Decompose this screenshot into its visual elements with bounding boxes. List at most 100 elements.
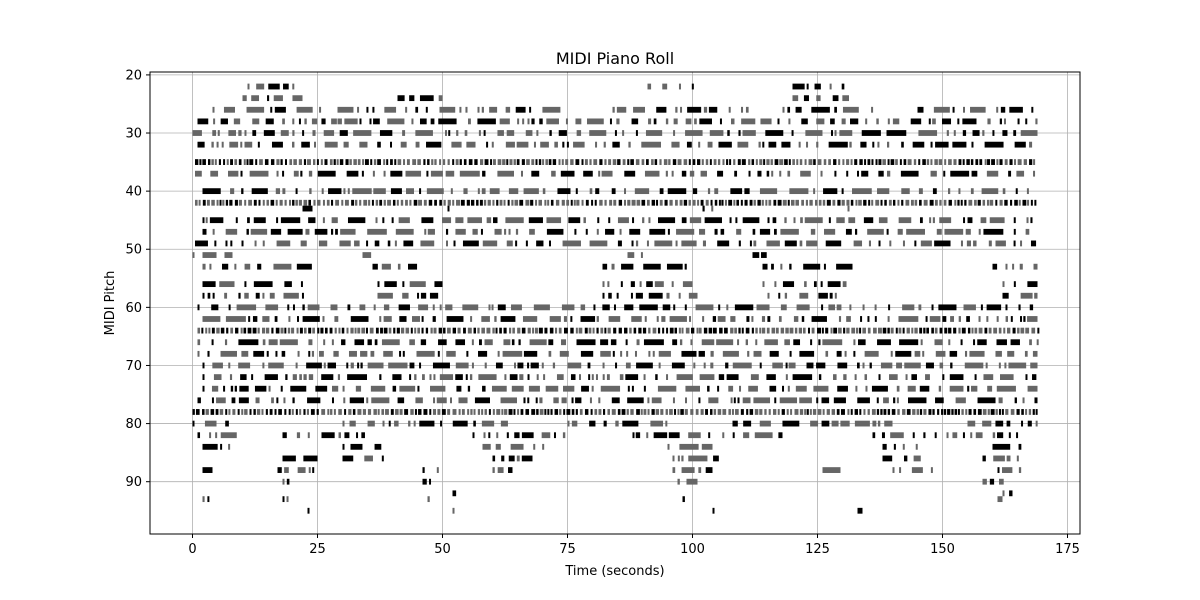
note-bar	[867, 409, 870, 415]
note-bar	[414, 327, 417, 334]
note-bar	[858, 339, 866, 346]
note-bar	[823, 159, 827, 165]
note-bar	[446, 316, 464, 322]
note-bar	[963, 304, 976, 311]
note-bar	[362, 252, 372, 258]
note-bar	[414, 374, 417, 380]
note-bar	[888, 304, 891, 311]
note-bar	[452, 327, 457, 334]
note-bar	[919, 199, 922, 206]
note-bar	[482, 170, 486, 177]
note-bar	[652, 350, 655, 357]
note-bar	[284, 327, 287, 334]
note-bar	[455, 362, 469, 369]
note-bar	[708, 432, 711, 439]
note-bar	[423, 409, 428, 415]
note-bar	[685, 397, 688, 404]
note-bar	[422, 467, 425, 473]
note-bar	[493, 159, 496, 165]
note-bar	[644, 316, 647, 322]
note-bar	[831, 130, 833, 136]
note-bar	[509, 374, 518, 380]
note-bar	[878, 159, 882, 165]
note-bar	[768, 141, 777, 148]
note-bar	[931, 304, 934, 311]
note-bar	[672, 455, 675, 462]
note-bar	[468, 159, 473, 165]
note-bar	[749, 240, 752, 247]
note-bar	[685, 327, 690, 334]
note-bar	[795, 106, 802, 113]
note-bar	[520, 409, 524, 415]
note-bar	[817, 159, 822, 165]
note-bar	[581, 199, 584, 206]
note-bar	[627, 199, 631, 206]
note-bar	[832, 95, 839, 102]
note-bar	[1014, 141, 1026, 148]
note-bar	[491, 304, 494, 311]
note-bar	[210, 409, 215, 415]
note-bar	[309, 188, 312, 195]
note-bar	[726, 159, 729, 165]
note-bar	[804, 281, 807, 288]
note-bar	[380, 327, 383, 334]
note-bar	[867, 159, 871, 165]
note-bar	[768, 199, 772, 206]
note-bar	[302, 205, 313, 212]
y-tick-label: 40	[125, 185, 142, 200]
note-bar	[607, 409, 610, 415]
note-bar	[225, 420, 229, 427]
note-bar	[902, 240, 905, 247]
note-bar	[871, 385, 888, 392]
note-bar	[594, 199, 597, 206]
note-bar	[262, 240, 265, 247]
note-bar	[862, 327, 866, 334]
note-bar	[331, 339, 334, 346]
note-bar	[566, 141, 569, 148]
note-bar	[287, 327, 291, 334]
note-bar	[399, 350, 402, 357]
note-bar	[521, 327, 526, 334]
note-bar	[931, 327, 934, 334]
note-bar	[698, 141, 701, 148]
note-bar	[788, 118, 791, 125]
note-bar	[197, 397, 201, 404]
note-bar	[743, 432, 750, 439]
note-bar	[476, 199, 479, 206]
note-bar	[269, 409, 273, 415]
note-bar	[428, 199, 433, 206]
note-bar	[1030, 199, 1033, 206]
note-bar	[792, 83, 805, 90]
note-bar	[846, 170, 849, 177]
note-bar	[634, 188, 650, 195]
note-bar	[467, 327, 472, 334]
note-bar	[331, 397, 334, 404]
note-bar	[589, 397, 592, 404]
note-bar	[685, 118, 692, 125]
note-bar	[232, 409, 236, 415]
note-bar	[666, 263, 683, 270]
note-bar	[821, 397, 830, 404]
note-bar	[257, 263, 262, 270]
note-bar	[400, 327, 405, 334]
note-bar	[296, 263, 312, 270]
note-bar	[930, 467, 933, 473]
note-bar	[195, 409, 200, 415]
note-bar	[531, 118, 535, 125]
note-bar	[644, 170, 660, 177]
note-bar	[798, 327, 802, 334]
note-bar	[916, 409, 920, 415]
note-bar	[423, 159, 426, 165]
note-bar	[993, 455, 1005, 462]
note-bar	[580, 316, 596, 322]
note-bar	[903, 455, 908, 462]
note-bar	[195, 240, 208, 247]
note-bar	[624, 188, 627, 195]
note-bar	[950, 316, 955, 322]
note-bar	[902, 443, 905, 450]
note-bar	[868, 199, 871, 206]
note-bar	[456, 130, 459, 136]
note-bar	[778, 316, 782, 322]
note-bar	[785, 374, 788, 380]
note-bar	[934, 339, 943, 346]
